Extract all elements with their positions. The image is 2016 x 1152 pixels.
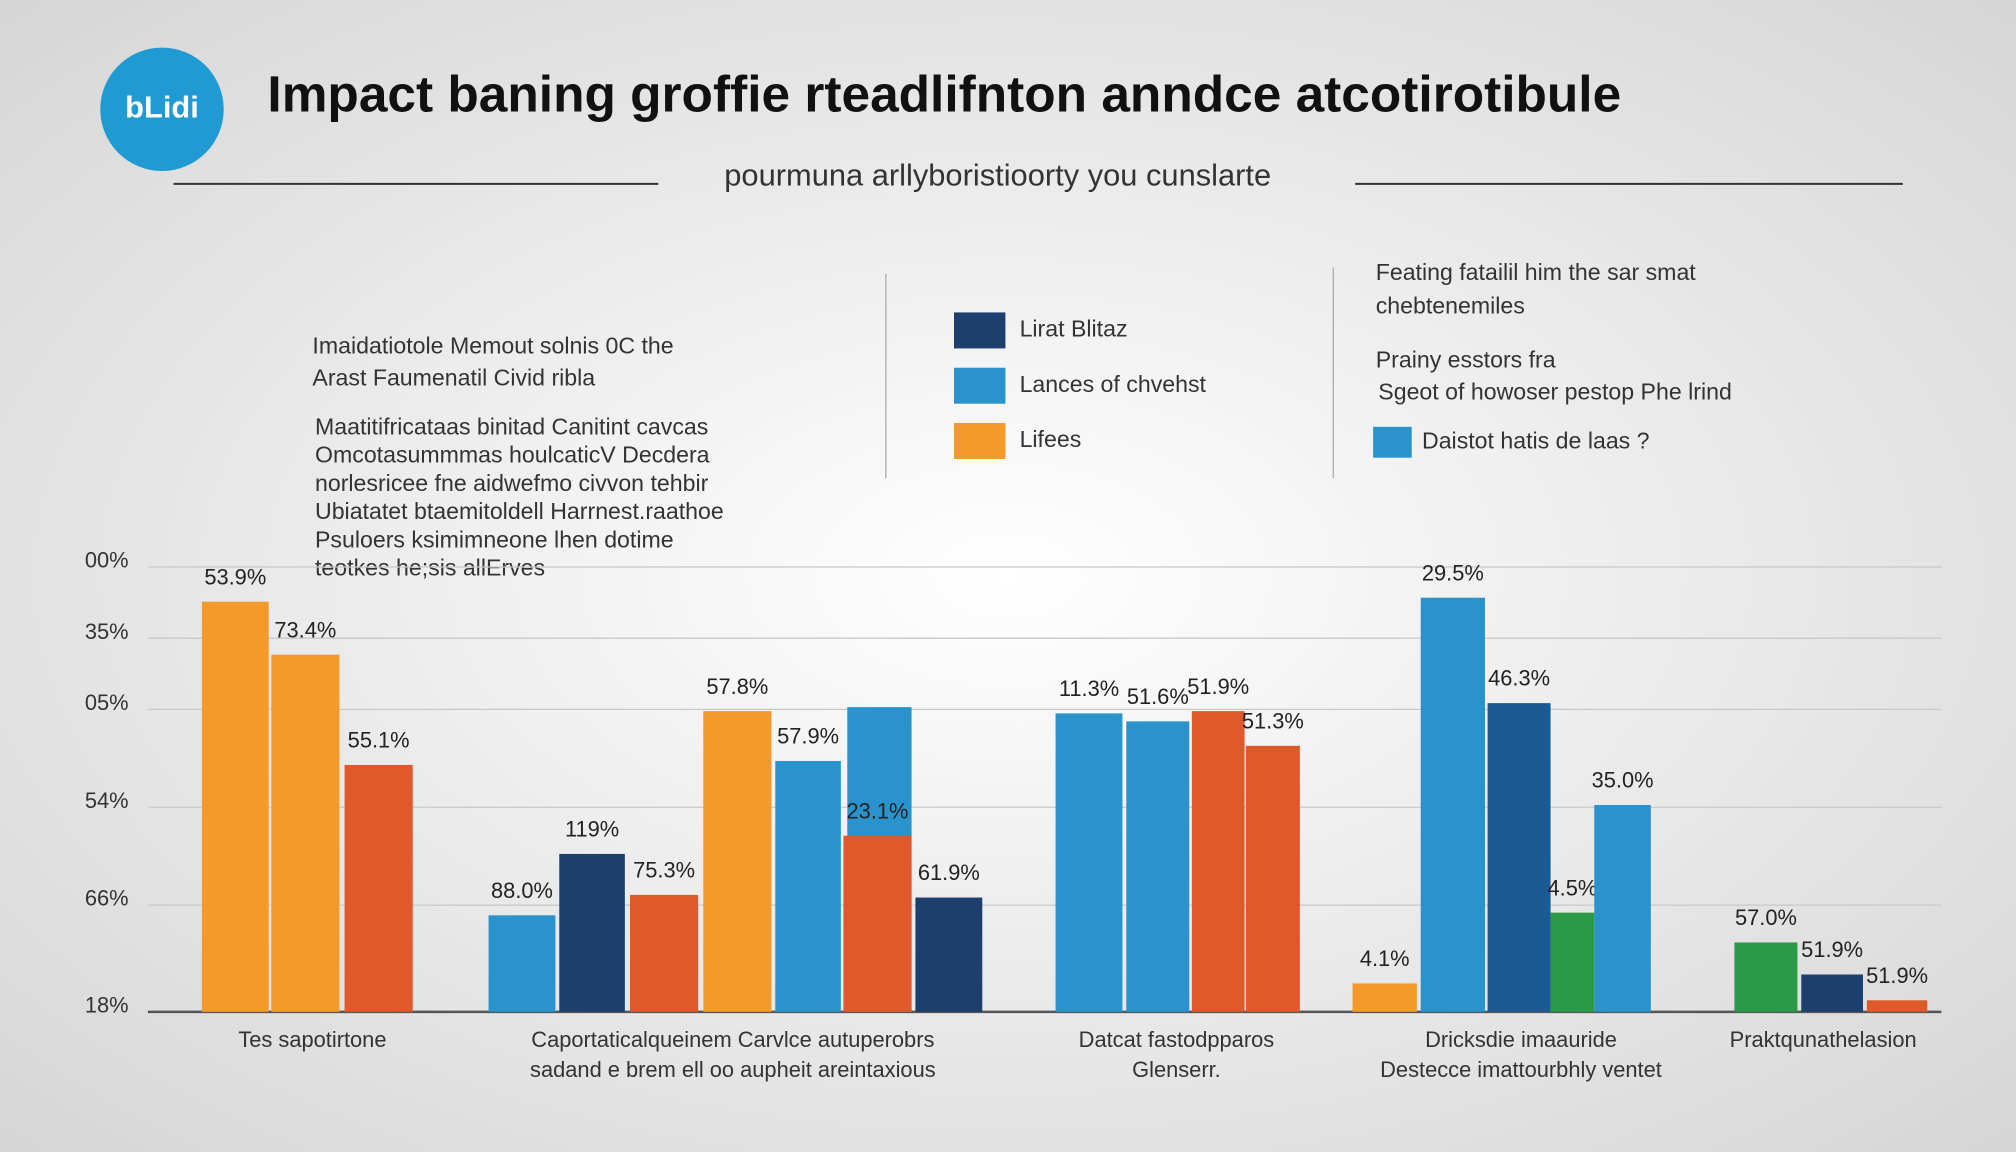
data-label: 57.8% bbox=[706, 674, 768, 699]
x-tick-label: Destecce imattourbhly ventet bbox=[1380, 1057, 1662, 1082]
y-tick-label: 05% bbox=[85, 690, 129, 715]
data-label: 75.3% bbox=[633, 857, 695, 882]
legend-label: Lances of chvehst bbox=[1020, 371, 1207, 397]
bar bbox=[1352, 983, 1417, 1012]
bar bbox=[1245, 745, 1300, 1012]
legend-label: Daistot hatis de laas ? bbox=[1422, 427, 1650, 453]
data-label: 88.0% bbox=[491, 878, 553, 903]
legend-label: Lirat Blitaz bbox=[1020, 316, 1128, 342]
bar bbox=[1126, 721, 1190, 1012]
bar bbox=[1487, 703, 1551, 1012]
data-label: 4.5% bbox=[1548, 875, 1598, 900]
note-text: Omcotasummmas houlcaticV Decdera bbox=[315, 442, 710, 468]
data-label: 51.9% bbox=[1866, 963, 1928, 988]
data-label: 57.9% bbox=[777, 724, 839, 749]
subtitle: pourmuna arllyboristioorty you cunslarte bbox=[724, 158, 1271, 193]
legend-label: Lifees bbox=[1020, 426, 1082, 452]
note-heading: Feating fatailil him the sar smat bbox=[1376, 259, 1697, 285]
bar bbox=[201, 601, 269, 1012]
bar bbox=[271, 654, 340, 1012]
bar bbox=[703, 711, 772, 1012]
data-label: 55.1% bbox=[348, 728, 410, 753]
bar bbox=[1801, 974, 1863, 1012]
chart-title: Impact baning groffie rteadlifnton anndc… bbox=[267, 64, 1621, 122]
bar bbox=[488, 915, 556, 1012]
y-tick-label: 18% bbox=[85, 992, 129, 1017]
data-label: 119% bbox=[565, 817, 619, 842]
data-label: 53.9% bbox=[204, 564, 266, 589]
note-text: Psuloers ksimimneone lhen dotime bbox=[315, 526, 674, 552]
x-tick-label: sadand e brem ell oo aupheit areintaxiou… bbox=[530, 1057, 936, 1082]
legend-swatch bbox=[954, 312, 1006, 349]
bar bbox=[344, 764, 413, 1012]
bar bbox=[1191, 711, 1245, 1012]
x-tick-label: Praktqunathelasion bbox=[1730, 1027, 1917, 1052]
note-text: teotkes he;sis allErves bbox=[315, 555, 545, 581]
note-text: Prainy esstors fra bbox=[1376, 346, 1556, 372]
note-text: Maatitifricataas binitad Canitint cavcas bbox=[315, 413, 708, 439]
note-heading: Imaidatiotole Memout solnis 0C the bbox=[312, 332, 673, 358]
bar bbox=[630, 894, 699, 1012]
bar bbox=[1866, 1000, 1928, 1012]
y-tick-label: 35% bbox=[85, 619, 129, 644]
bar bbox=[843, 835, 912, 1012]
data-label: 51.9% bbox=[1801, 937, 1863, 962]
data-label: 11.3% bbox=[1059, 676, 1119, 701]
x-tick-label: Tes sapotirtone bbox=[238, 1027, 386, 1052]
legend-swatch bbox=[954, 423, 1006, 459]
bar bbox=[1420, 597, 1485, 1012]
legend-swatch bbox=[1373, 426, 1412, 458]
x-tick-label: Caportaticalqueinem Carvlce autuperobrs bbox=[531, 1027, 934, 1052]
note-text: norlesricee fne aidwefmo civvon tehbir bbox=[315, 470, 709, 496]
data-label: 51.9% bbox=[1187, 674, 1249, 699]
note-text: Sgeot of howoser pestop Phe lrind bbox=[1378, 379, 1732, 405]
data-label: 57.0% bbox=[1735, 905, 1797, 930]
data-label: 51.6% bbox=[1127, 684, 1189, 709]
bar bbox=[1594, 804, 1651, 1012]
data-label: 23.1% bbox=[847, 798, 909, 823]
data-label: 61.9% bbox=[918, 860, 980, 885]
data-label: 29.5% bbox=[1422, 560, 1484, 585]
y-tick-label: 66% bbox=[85, 886, 129, 911]
x-tick-label: Datcat fastodpparos bbox=[1079, 1027, 1275, 1052]
note-heading: Arast Faumenatil Civid ribla bbox=[312, 364, 595, 390]
bar bbox=[1550, 912, 1595, 1012]
logo bbox=[100, 47, 224, 172]
bar bbox=[1055, 713, 1123, 1012]
note-text: Ubiatatet btaemitoldell Harrnest.raathoe bbox=[315, 498, 724, 524]
y-tick-label: 54% bbox=[85, 788, 129, 813]
logo-text: bLidi bbox=[125, 89, 199, 124]
data-label: 46.3% bbox=[1488, 666, 1550, 691]
bar bbox=[775, 760, 841, 1012]
bar bbox=[559, 853, 625, 1012]
y-tick-label: 00% bbox=[85, 548, 129, 573]
data-label: 35.0% bbox=[1592, 768, 1654, 793]
bar bbox=[1734, 942, 1798, 1012]
x-tick-label: Glenserr. bbox=[1132, 1057, 1221, 1082]
data-label: 51.3% bbox=[1242, 708, 1304, 733]
data-label: 4.1% bbox=[1360, 946, 1410, 971]
bar bbox=[915, 897, 983, 1012]
legend-swatch bbox=[954, 367, 1006, 404]
note-heading: chebtenemiles bbox=[1376, 292, 1525, 318]
x-tick-label: Dricksdie imaauride bbox=[1425, 1027, 1617, 1052]
data-label: 73.4% bbox=[274, 617, 336, 642]
